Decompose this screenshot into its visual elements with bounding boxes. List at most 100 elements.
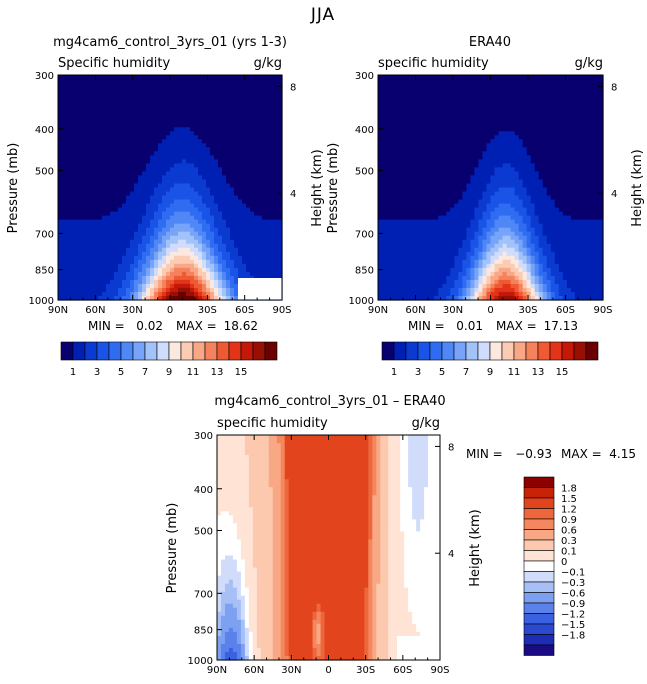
heatmap-cell: [498, 159, 504, 164]
heatmap-cell: [74, 279, 79, 285]
heatmap-cell: [82, 127, 87, 132]
heatmap-cell: [218, 215, 223, 221]
heatmap-cell: [122, 167, 127, 173]
heatmap-cell: [238, 123, 243, 128]
heatmap-cell: [114, 95, 119, 100]
heatmap-cell: [426, 83, 431, 88]
heatmap-cell: [598, 183, 604, 189]
heatmap-cell: [466, 187, 472, 193]
heatmap-cell: [246, 147, 251, 152]
heatmap-cell: [534, 119, 540, 124]
heatmap-cell: [278, 155, 283, 160]
heatmap-cell: [574, 191, 580, 197]
heatmap-cell: [506, 163, 512, 169]
heatmap-cell: [190, 283, 195, 289]
heatmap-cell: [246, 247, 251, 253]
heatmap-cell: [478, 195, 484, 201]
heatmap-cell: [214, 91, 219, 96]
heatmap-cell: [222, 131, 227, 136]
heatmap-cell: [462, 147, 467, 152]
heatmap-cell: [242, 251, 247, 257]
heatmap-cell: [190, 183, 195, 189]
heatmap-cell: [590, 91, 596, 96]
heatmap-cell: [526, 151, 532, 156]
heatmap-cell: [166, 151, 171, 156]
heatmap-cell: [122, 295, 127, 301]
heatmap-cell: [62, 143, 67, 148]
heatmap-cell: [98, 259, 103, 265]
heatmap-cell: [146, 211, 151, 217]
heatmap-cell: [242, 211, 247, 217]
heatmap-cell: [202, 135, 207, 140]
heatmap-cell: [226, 143, 231, 148]
heatmap-cell: [222, 83, 227, 88]
heatmap-cell: [570, 115, 576, 120]
heatmap-cell: [194, 211, 199, 217]
heatmap-cell: [218, 223, 223, 229]
heatmap-cell: [186, 255, 191, 261]
heatmap-cell: [58, 287, 63, 293]
heatmap-cell: [186, 95, 191, 100]
heatmap-cell: [578, 79, 584, 84]
heatmap-cell: [170, 107, 175, 112]
heatmap-cell: [382, 131, 387, 136]
heatmap-cell: [494, 107, 500, 112]
heatmap-cell: [566, 171, 572, 177]
heatmap-cell: [546, 143, 552, 148]
heatmap-cell: [474, 159, 480, 164]
heatmap-cell: [454, 119, 459, 124]
heatmap-cell: [126, 99, 131, 104]
heatmap-cell: [98, 159, 103, 164]
heatmap-cell: [234, 151, 239, 156]
heatmap-cell: [126, 131, 131, 136]
heatmap-cell: [410, 119, 415, 124]
heatmap-cell: [274, 79, 279, 84]
heatmap-cell: [230, 207, 235, 213]
heatmap-cell: [122, 243, 127, 249]
heatmap-cell: [222, 259, 227, 265]
heatmap-cell: [434, 111, 439, 116]
heatmap-cell: [262, 183, 267, 189]
heatmap-cell: [118, 143, 123, 148]
heatmap-cell: [558, 119, 564, 124]
heatmap-cell: [450, 159, 455, 164]
heatmap-cell: [234, 107, 239, 112]
heatmap-cell: [422, 123, 427, 128]
heatmap-cell: [594, 195, 600, 201]
heatmap-cell: [498, 163, 504, 169]
heatmap-cell: [410, 107, 415, 112]
heatmap-cell: [554, 155, 560, 160]
heatmap-cell: [226, 95, 231, 100]
heatmap-cell: [142, 291, 147, 297]
heatmap-cell: [510, 79, 516, 84]
heatmap-cell: [214, 231, 219, 237]
heatmap-cell: [478, 111, 484, 116]
heatmap-cell: [418, 139, 423, 144]
colorbar-swatch: [252, 341, 266, 361]
heatmap-cell: [526, 159, 532, 164]
heatmap-cell: [146, 159, 151, 164]
heatmap-cell: [590, 111, 596, 116]
heatmap-cell: [398, 191, 403, 197]
heatmap-cell: [162, 111, 167, 116]
heatmap-cell: [442, 187, 447, 193]
heatmap-cell: [554, 127, 560, 132]
y-tick-label: 500: [35, 166, 54, 177]
panel-model-colorbar: 1 3 5 7 9 11 13 15: [60, 341, 278, 378]
heatmap-cell: [434, 191, 439, 197]
colorbar-swatch: [84, 341, 98, 361]
heatmap-cell: [526, 155, 532, 160]
heatmap-cell: [454, 163, 459, 169]
heatmap-cell: [526, 147, 532, 152]
heatmap-cell: [182, 235, 187, 241]
heatmap-cell: [230, 99, 235, 104]
heatmap-cell: [238, 147, 243, 152]
heatmap-cell: [278, 111, 283, 116]
heatmap-cell: [414, 135, 419, 140]
heatmap-cell: [154, 111, 159, 116]
heatmap-cell: [262, 91, 267, 96]
heatmap-cell: [210, 263, 215, 269]
heatmap-cell: [454, 135, 459, 140]
heatmap-cell: [538, 183, 544, 189]
heatmap-cell: [422, 183, 427, 189]
